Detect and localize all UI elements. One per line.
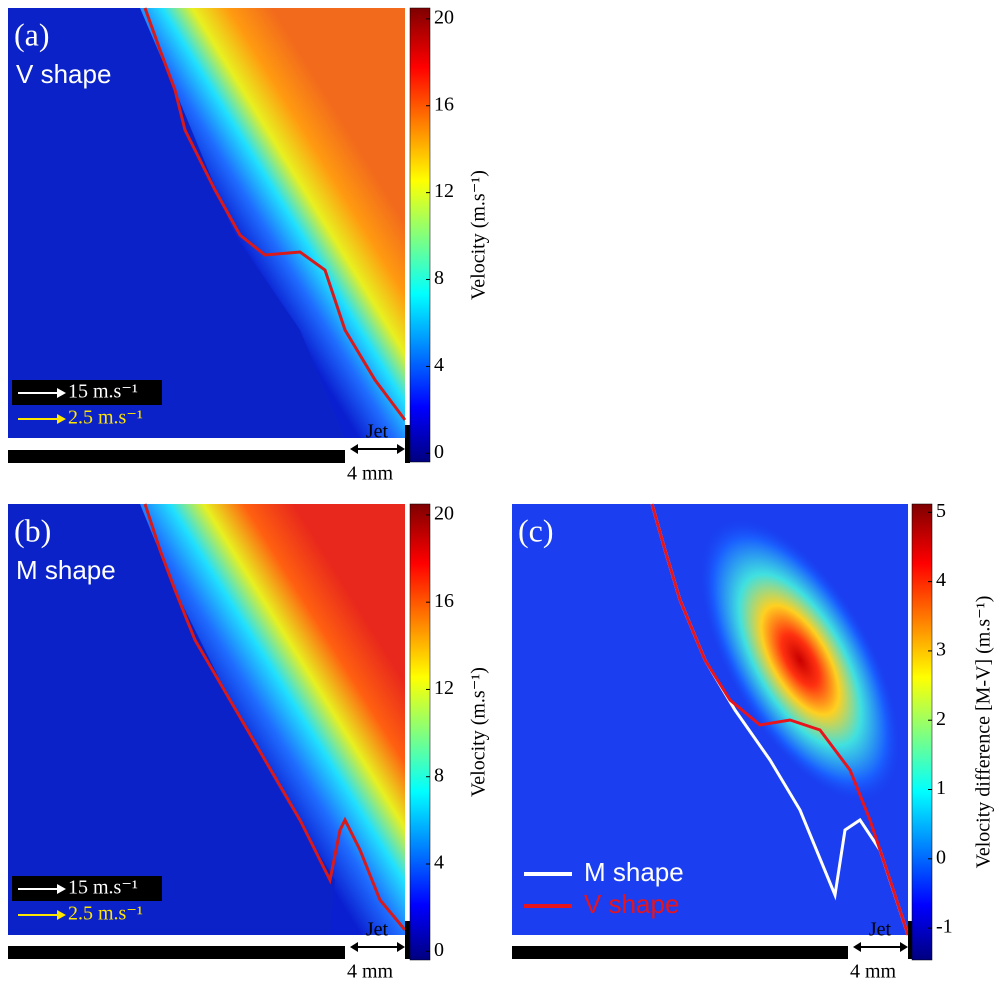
legend-label: M shape	[584, 857, 684, 887]
colorbar-tick-label: 0	[936, 846, 946, 868]
front-line	[143, 7, 407, 421]
annotation: M shape	[16, 555, 116, 585]
colorbar-tick-label: 8	[434, 267, 444, 289]
wall	[405, 425, 410, 463]
jet-label: Jet	[366, 421, 389, 443]
colorbar-tick-label: 0	[434, 441, 444, 463]
field	[140, 504, 405, 935]
colorbar-label: Velocity difference [M-V] (m.s⁻¹)	[973, 596, 995, 869]
colorbar	[409, 7, 431, 463]
colorbar-tick-label: 4	[434, 852, 444, 874]
wall	[512, 946, 848, 959]
wall	[405, 921, 410, 959]
colorbar-tick-label: 0	[434, 939, 444, 961]
jet-label: Jet	[869, 919, 892, 941]
colorbar-tick-label: 5	[936, 500, 946, 522]
arrow-head	[57, 884, 66, 894]
annotation: V shape	[16, 59, 111, 89]
scale-label: 2.5 m.s⁻¹	[68, 407, 143, 429]
colorbar-tick-label: 12	[434, 180, 454, 202]
colorbar-label: Velocity (m.s⁻¹)	[468, 170, 490, 300]
colorbar-tick-label: 20	[434, 503, 454, 525]
colorbar-tick-label: 2	[936, 708, 946, 730]
colorbar-tick-label: 8	[434, 764, 444, 786]
panel-label: (a)	[14, 16, 50, 52]
field	[140, 8, 405, 438]
colorbar-tick-label: 20	[434, 6, 454, 28]
jet-label: Jet	[366, 919, 389, 941]
legend-label: V shape	[584, 889, 679, 919]
colorbar-tick-label: 16	[434, 590, 454, 612]
length-label: 4 mm	[347, 961, 394, 983]
colorbar	[911, 503, 933, 961]
v-line	[650, 503, 910, 936]
front-line	[143, 503, 407, 931]
colorbar-tick-label: -1	[936, 916, 953, 938]
wall	[908, 921, 913, 959]
colorbar-tick-label: 12	[434, 677, 454, 699]
field	[620, 504, 908, 935]
colorbar-tick-label: 3	[936, 639, 946, 661]
colorbar-tick-label: 4	[936, 569, 946, 591]
panel-label: (b)	[14, 512, 51, 548]
arrow-head	[57, 388, 66, 398]
wall	[8, 946, 345, 959]
colorbar-label: Velocity (m.s⁻¹)	[468, 667, 490, 797]
arrow-head	[57, 414, 66, 424]
scale-label: 15 m.s⁻¹	[68, 877, 138, 899]
length-label: 4 mm	[850, 961, 897, 983]
scale-label: 2.5 m.s⁻¹	[68, 903, 143, 925]
colorbar-tick-label: 16	[434, 93, 454, 115]
colorbar-tick-label: 1	[936, 777, 946, 799]
arrow-head	[57, 910, 66, 920]
wall	[8, 450, 345, 463]
length-label: 4 mm	[347, 463, 394, 485]
panel-label: (c)	[518, 512, 554, 548]
scale-label: 15 m.s⁻¹	[68, 381, 138, 403]
colorbar	[409, 503, 431, 961]
colorbar-tick-label: 4	[434, 354, 444, 376]
